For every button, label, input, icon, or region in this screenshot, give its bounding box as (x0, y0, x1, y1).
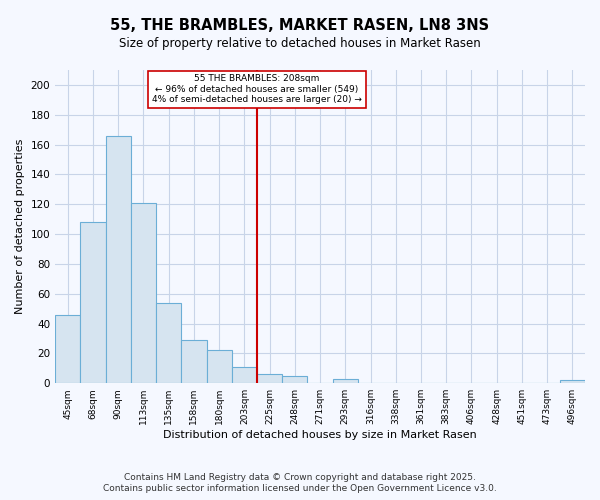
Text: Contains public sector information licensed under the Open Government Licence v3: Contains public sector information licen… (103, 484, 497, 493)
Bar (181, 340, 206, 383)
Bar (106, 136, 131, 383)
X-axis label: Distribution of detached houses by size in Market Rasen: Distribution of detached houses by size … (163, 430, 477, 440)
Bar (206, 350, 232, 383)
Bar (282, 376, 307, 383)
Text: Contains HM Land Registry data © Crown copyright and database right 2025.: Contains HM Land Registry data © Crown c… (124, 473, 476, 482)
Bar (156, 302, 181, 383)
Bar (560, 380, 585, 383)
Text: 55, THE BRAMBLES, MARKET RASEN, LN8 3NS: 55, THE BRAMBLES, MARKET RASEN, LN8 3NS (110, 18, 490, 32)
Text: Size of property relative to detached houses in Market Rasen: Size of property relative to detached ho… (119, 38, 481, 51)
Bar (232, 367, 257, 383)
Text: 55 THE BRAMBLES: 208sqm
← 96% of detached houses are smaller (549)
4% of semi-de: 55 THE BRAMBLES: 208sqm ← 96% of detache… (152, 74, 362, 104)
Bar (332, 378, 358, 383)
Bar (257, 374, 282, 383)
Y-axis label: Number of detached properties: Number of detached properties (15, 139, 25, 314)
Bar (131, 202, 156, 383)
Bar (80, 222, 106, 383)
Bar (55, 314, 80, 383)
